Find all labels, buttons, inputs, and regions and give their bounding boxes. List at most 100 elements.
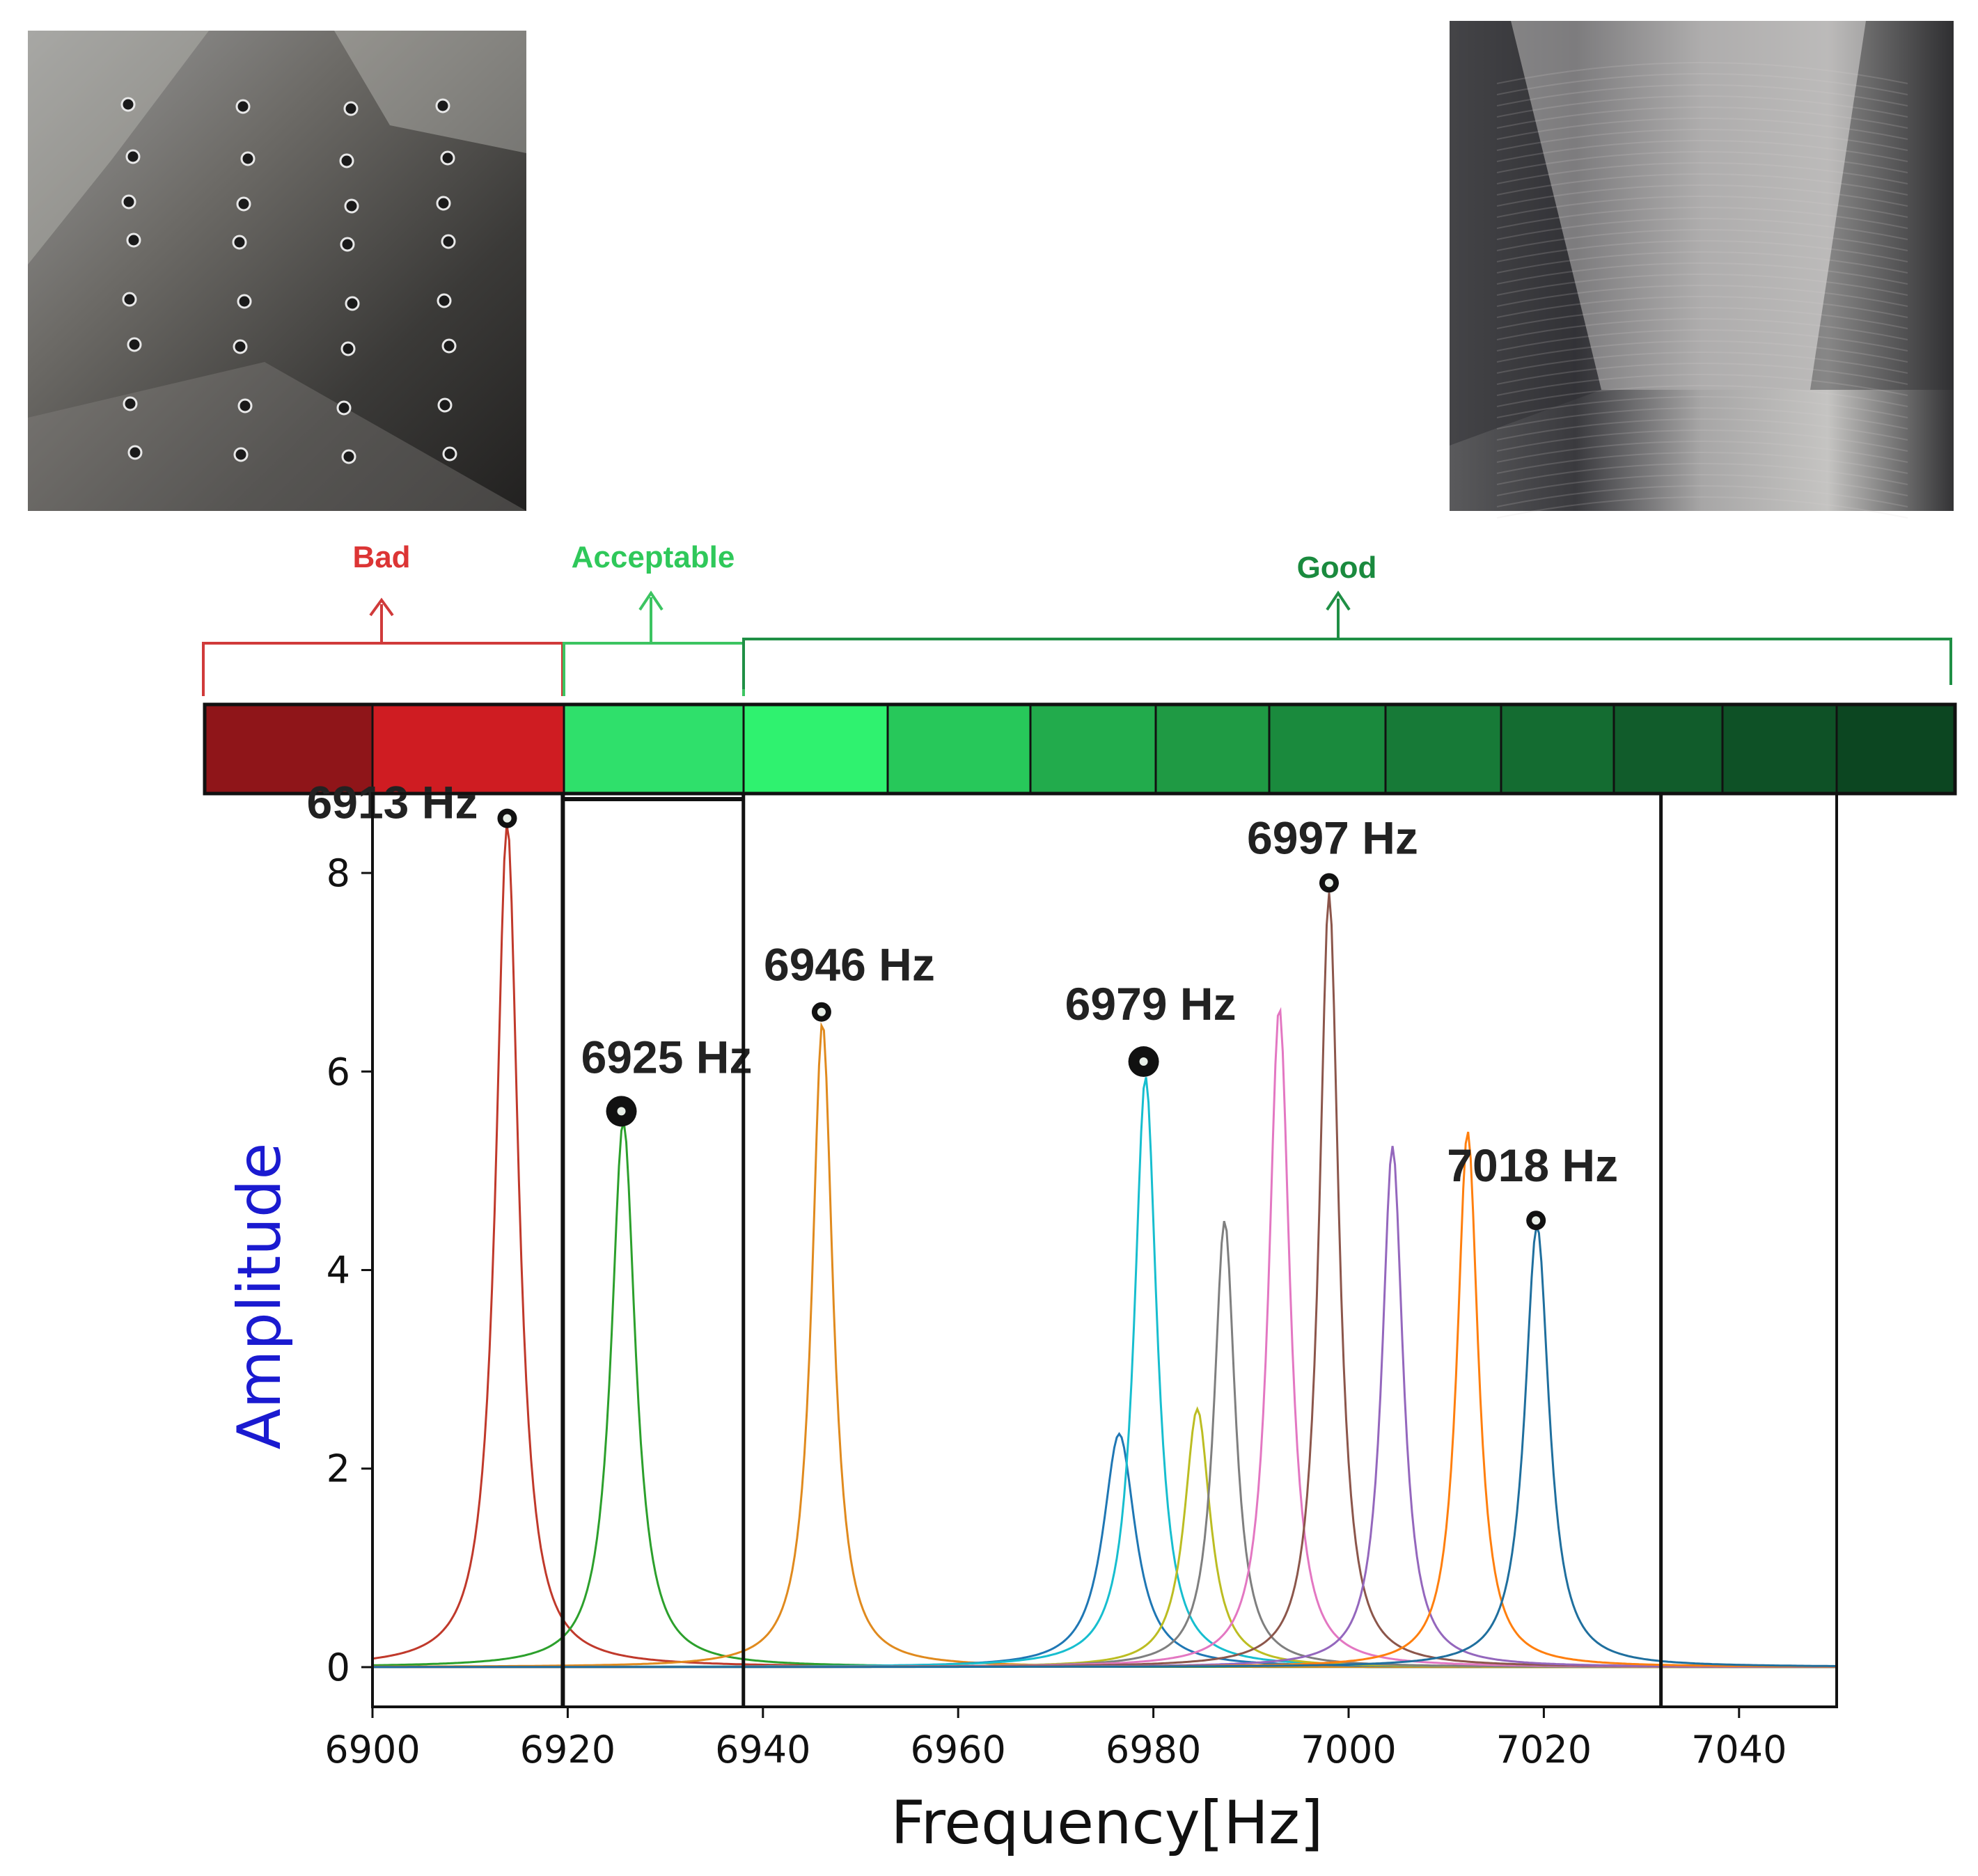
series-line xyxy=(372,1146,1837,1669)
chatter-mark xyxy=(341,449,356,464)
zone-acceptable-label: Acceptable xyxy=(572,540,735,574)
series-line xyxy=(372,1406,1837,1669)
scale-cell xyxy=(563,703,745,795)
tool-mark-arc xyxy=(1496,329,1908,352)
peak-marker-center xyxy=(1324,878,1333,888)
x-tick-label: 6940 xyxy=(715,1728,810,1772)
x-tick-label: 7040 xyxy=(1691,1728,1787,1772)
scale-cell xyxy=(886,703,1032,795)
peak-label: 6997 Hz xyxy=(1247,812,1418,863)
tool-mark-arc xyxy=(1496,162,1908,184)
scale-cell xyxy=(371,703,565,795)
tool-mark-arc xyxy=(1496,363,1908,385)
series-line xyxy=(372,1131,1837,1669)
peak-marker-center xyxy=(1532,1216,1541,1225)
tool-mark-arc xyxy=(1496,107,1908,129)
tool-mark-arc xyxy=(1496,463,1908,485)
chatter-mark xyxy=(237,294,252,309)
tool-mark-arc xyxy=(1496,84,1908,107)
x-tick-label: 6900 xyxy=(324,1728,420,1772)
chatter-mark xyxy=(233,447,249,462)
tool-mark-arc xyxy=(1496,151,1908,173)
tool-mark-arc xyxy=(1496,474,1908,496)
tool-mark-arc xyxy=(1496,218,1908,240)
peak-label: 6925 Hz xyxy=(581,1031,753,1082)
series-line xyxy=(372,1121,1837,1669)
tool-mark-arc xyxy=(1496,452,1908,474)
machined-surface-with-chatter-marks-photo xyxy=(28,31,526,511)
scale-cell xyxy=(1612,703,1724,795)
chatter-mark xyxy=(122,292,137,307)
peak-label: 6946 Hz xyxy=(764,939,935,991)
scale-cell xyxy=(1029,703,1157,795)
chatter-mark xyxy=(437,293,452,308)
tool-mark-arc xyxy=(1496,374,1908,396)
peak-marker-center xyxy=(617,1107,626,1116)
x-tick-label: 7000 xyxy=(1301,1728,1396,1772)
zone-good-bracket xyxy=(742,590,1952,689)
chatter-mark xyxy=(236,196,251,212)
tool-mark-arc xyxy=(1496,262,1908,285)
y-tick-label: 0 xyxy=(327,1646,350,1689)
chatter-mark xyxy=(344,198,359,214)
peak-marker-center xyxy=(503,814,512,823)
scale-cell xyxy=(1154,703,1271,795)
tool-mark-arc xyxy=(1496,229,1908,251)
tool-mark-arc xyxy=(1496,129,1908,151)
tool-mark-arc xyxy=(1496,184,1908,207)
chatter-mark xyxy=(240,151,256,166)
chatter-mark xyxy=(237,398,253,413)
chatter-mark xyxy=(127,337,142,352)
tool-mark-arc xyxy=(1496,418,1908,441)
x-tick-label: 6980 xyxy=(1106,1728,1201,1772)
machined-surface-smooth-photo xyxy=(1450,21,1954,519)
chatter-mark xyxy=(442,446,457,462)
tool-mark-arc xyxy=(1496,385,1908,407)
chatter-mark xyxy=(340,237,355,252)
chatter-mark xyxy=(440,150,455,166)
tool-mark-arc xyxy=(1496,173,1908,196)
zone-acceptable-bracket xyxy=(563,590,745,696)
peak-label: 6913 Hz xyxy=(307,777,478,828)
chatter-mark xyxy=(120,97,136,112)
tool-mark-arc xyxy=(1496,441,1908,463)
series-line xyxy=(372,1225,1837,1669)
tool-mark-arc xyxy=(1496,296,1908,318)
scale-cell xyxy=(1500,703,1615,795)
chatter-mark xyxy=(441,234,456,249)
chatter-mark xyxy=(232,235,247,250)
chatter-mark xyxy=(441,338,457,354)
chatter-mark xyxy=(125,149,141,164)
tool-mark-arc xyxy=(1496,307,1908,329)
scale-cell xyxy=(1384,703,1502,795)
peak-marker-center xyxy=(817,1007,826,1016)
tool-mark-arc xyxy=(1496,318,1908,340)
scale-cell xyxy=(1268,703,1387,795)
tool-mark-arc xyxy=(1496,196,1908,218)
scale-cell xyxy=(742,703,889,795)
y-tick-label: 6 xyxy=(327,1050,350,1094)
tool-mark-arc xyxy=(1496,485,1908,507)
chatter-mark xyxy=(339,153,354,168)
tool-mark-arc xyxy=(1496,95,1908,118)
zone-good-label: Good xyxy=(1297,551,1377,585)
series-line xyxy=(372,1432,1837,1669)
x-tick-label: 7020 xyxy=(1496,1728,1592,1772)
zone-bad-bracket xyxy=(202,597,564,696)
chatter-mark xyxy=(126,232,141,248)
chatter-mark xyxy=(436,196,451,211)
series-line xyxy=(372,1220,1837,1669)
tool-mark-arc xyxy=(1496,352,1908,374)
chatter-mark xyxy=(123,396,138,411)
tool-mark-arc xyxy=(1496,396,1908,418)
tool-mark-arc xyxy=(1496,340,1908,363)
y-tick-label: 8 xyxy=(327,851,350,895)
peak-label: 6979 Hz xyxy=(1065,978,1237,1030)
chatter-mark xyxy=(340,341,356,356)
tool-mark-arc xyxy=(1496,429,1908,452)
quality-scale: Bad Acceptable Good xyxy=(202,540,1957,796)
series-line xyxy=(372,824,1837,1669)
zone-bad-label: Bad xyxy=(352,540,410,574)
